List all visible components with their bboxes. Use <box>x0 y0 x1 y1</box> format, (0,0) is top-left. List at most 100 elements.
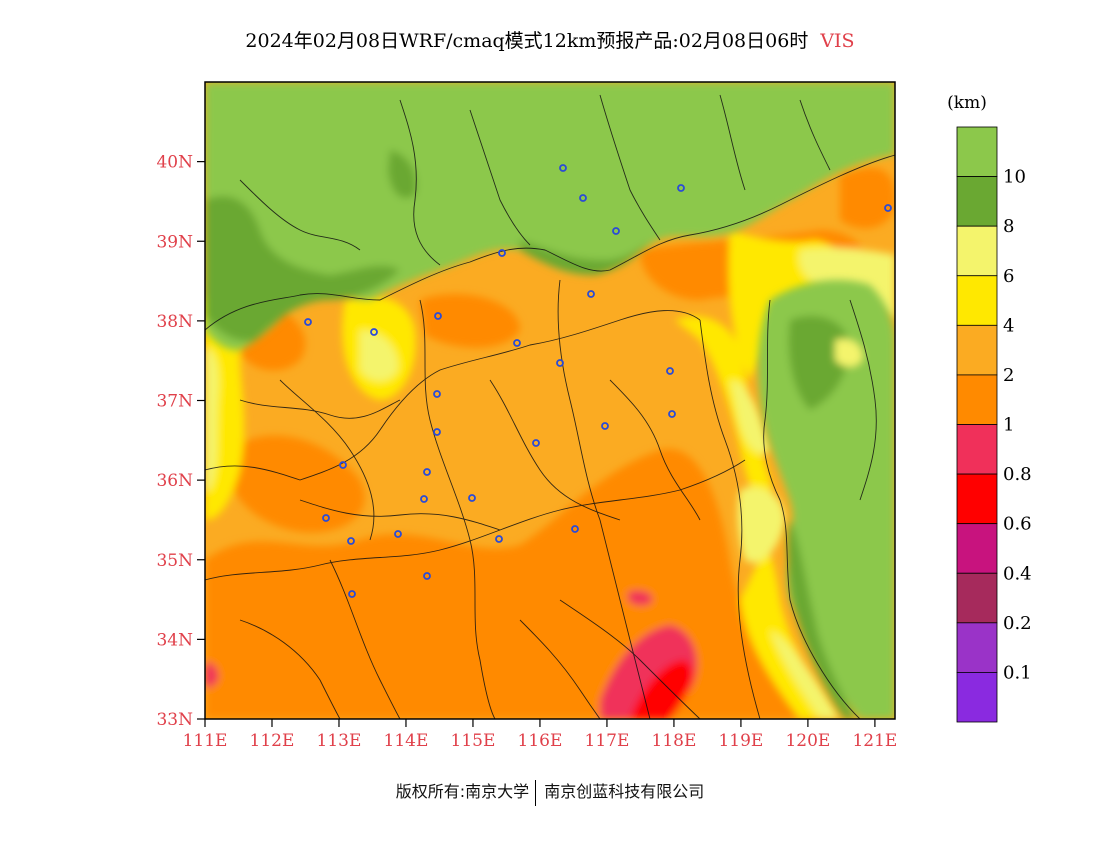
field-band-above10 <box>758 280 895 719</box>
legend-colorbar: (km) 10 8 6 4 2 1 0.8 0.6 0.4 0.2 0.1 <box>947 93 1032 723</box>
city-marker <box>339 461 347 469</box>
lon-label: 118E <box>652 731 697 751</box>
legend-swatch <box>956 176 998 227</box>
legend-swatch <box>956 622 998 673</box>
city-marker <box>571 525 579 533</box>
legend-swatch <box>956 374 998 425</box>
legend-swatch <box>956 424 998 475</box>
field-band-0.6to0.8 <box>630 660 693 719</box>
city-marker <box>666 367 674 375</box>
lat-label: 38N <box>156 312 193 332</box>
city-marker <box>601 422 609 430</box>
city-marker <box>498 249 506 257</box>
field-band-6to8 <box>835 338 863 367</box>
city-marker <box>532 439 540 447</box>
lat-label: 37N <box>156 392 193 412</box>
city-marker <box>420 495 428 503</box>
legend-label: 6 <box>1003 266 1014 287</box>
lat-label: 36N <box>156 471 193 491</box>
legend-unit: (km) <box>947 93 987 113</box>
field-band-4to6 <box>675 316 840 719</box>
field-band-6to8 <box>737 486 785 563</box>
legend-label: 0.8 <box>1003 464 1032 485</box>
city-marker <box>677 184 685 192</box>
lon-label: 119E <box>718 731 763 751</box>
city-marker <box>468 494 476 502</box>
legend-label: 0.4 <box>1003 563 1032 584</box>
city-marker <box>559 164 567 172</box>
legend-label: 4 <box>1003 315 1014 336</box>
field-band-1to2 <box>840 167 895 229</box>
city-marker <box>612 227 620 235</box>
city-marker <box>556 359 564 367</box>
field-band-8to10 <box>787 520 855 719</box>
city-markers <box>304 164 892 598</box>
legend-label: 10 <box>1003 167 1026 188</box>
legend-label: 0.1 <box>1003 662 1032 683</box>
lon-label: 112E <box>250 731 295 751</box>
city-marker <box>884 204 892 212</box>
city-marker <box>394 530 402 538</box>
lat-label: 39N <box>156 232 193 252</box>
city-marker <box>433 390 441 398</box>
lon-label: 121E <box>852 731 897 751</box>
city-marker <box>347 537 355 545</box>
field-band-1to2 <box>228 435 365 533</box>
field-band-6to8 <box>205 349 219 490</box>
city-marker <box>322 514 330 522</box>
legend-swatch <box>956 275 998 326</box>
field-band-6to8 <box>730 380 770 454</box>
lat-label: 33N <box>156 710 193 730</box>
title-main: 2024年02月08日WRF/cmaq模式12km预报产品:02月08日06时 <box>245 30 809 52</box>
legend-swatch <box>956 523 998 574</box>
field-band-6to8 <box>770 630 840 719</box>
lon-label: 113E <box>317 731 362 751</box>
legend-swatch <box>956 473 998 525</box>
city-marker <box>304 318 312 326</box>
city-marker <box>348 590 356 598</box>
city-marker <box>513 339 521 347</box>
city-marker <box>668 410 676 418</box>
visibility-field <box>205 82 895 719</box>
lat-label: 34N <box>156 630 193 650</box>
footer-company: 南京创蓝科技有限公司 <box>544 782 705 801</box>
lon-label: 120E <box>785 731 830 751</box>
legend-swatch <box>956 225 998 277</box>
field-band-1to2 <box>420 294 520 348</box>
lat-label: 40N <box>156 153 193 173</box>
lon-label: 115E <box>451 731 496 751</box>
legend-swatch <box>956 672 998 723</box>
lon-label: 116E <box>518 731 563 751</box>
legend-label: 8 <box>1003 216 1014 237</box>
city-marker <box>433 428 441 436</box>
city-marker <box>434 312 442 320</box>
field-band-6to8 <box>360 330 399 382</box>
legend-label: 0.6 <box>1003 514 1032 535</box>
city-marker <box>579 194 587 202</box>
lon-label: 111E <box>183 731 228 751</box>
lon-label: 117E <box>585 731 630 751</box>
city-marker <box>423 572 431 580</box>
city-marker <box>370 328 378 336</box>
legend-label: 1 <box>1003 415 1014 436</box>
legend-label: 0.2 <box>1003 613 1032 634</box>
map-axes: 33N 34N 35N 36N 37N 38N 39N 40N 111E 112E 113E 114E… <box>156 153 897 751</box>
city-marker <box>423 468 431 476</box>
legend-swatch <box>956 324 998 376</box>
figure-footer: 版权所有:南京大学 南京创蓝科技有限公司 <box>0 778 1100 806</box>
legend-swatch <box>956 572 998 624</box>
footer-copyright: 版权所有:南京大学 <box>395 782 530 801</box>
field-band-0.8to1 <box>628 590 653 606</box>
lon-label: 114E <box>384 731 429 751</box>
title-variable: VIS <box>820 30 855 52</box>
admin-boundaries <box>205 94 895 719</box>
lat-label: 35N <box>156 551 193 571</box>
field-band-0.8to1 <box>205 662 219 688</box>
footer-separator <box>535 779 537 806</box>
legend-swatch <box>956 126 998 177</box>
city-marker <box>587 290 595 298</box>
field-band-8to10 <box>388 150 417 199</box>
legend-label: 2 <box>1003 365 1014 386</box>
